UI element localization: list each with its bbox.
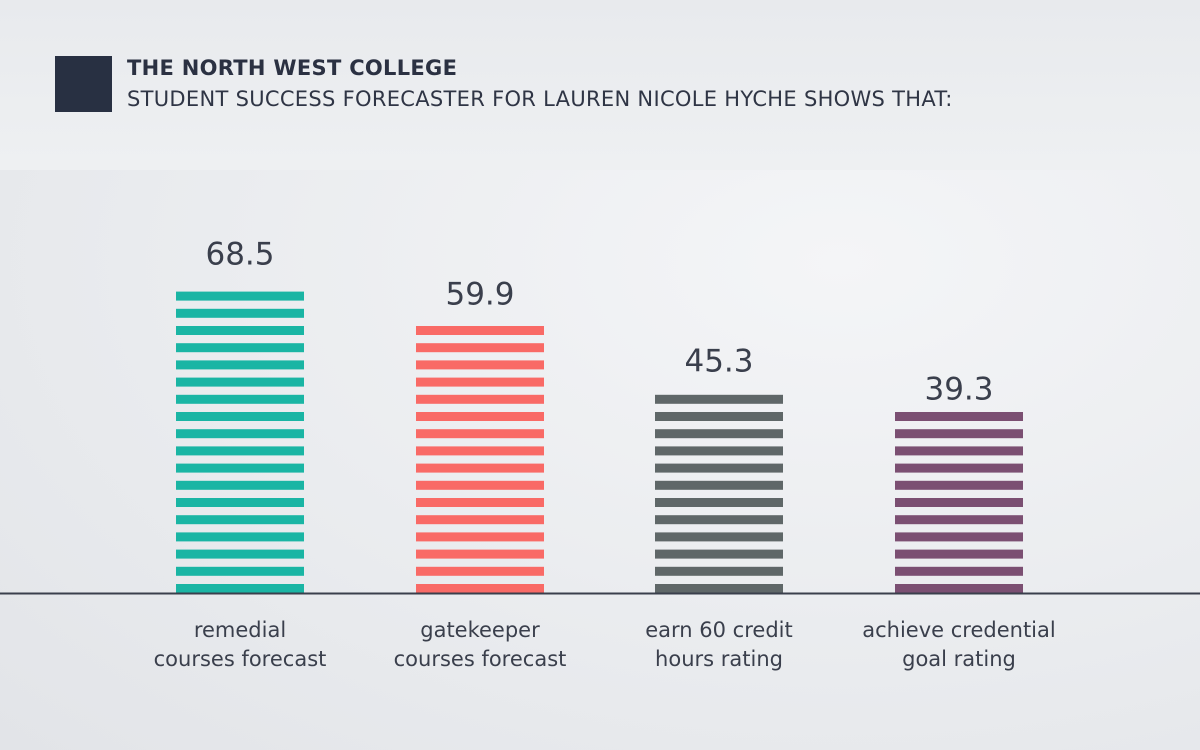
value-label: 45.3 — [684, 344, 753, 380]
logo-square — [55, 56, 112, 112]
bar-stripe — [176, 480, 304, 490]
bar-stripe — [176, 412, 304, 421]
bar-stripe — [176, 326, 304, 335]
value-label: 59.9 — [445, 276, 514, 312]
bar-stripe — [655, 515, 783, 525]
bar-stripe — [895, 498, 1023, 507]
bar-stripe — [416, 566, 544, 576]
bar-stripe — [655, 480, 783, 490]
bar-stripe — [655, 463, 783, 473]
bar-stripe — [416, 360, 544, 370]
bar-stripe — [895, 429, 1023, 439]
bar-stripe — [416, 584, 544, 593]
bar-stripe — [416, 412, 544, 421]
bar-stripe — [895, 532, 1023, 542]
bar-stripe — [655, 566, 783, 576]
bar-1 — [176, 291, 304, 593]
bar-stripe — [176, 446, 304, 456]
category-label: goal rating — [902, 647, 1016, 671]
bar-stripe — [416, 532, 544, 542]
bar-3 — [655, 394, 783, 593]
bar-stripe — [176, 549, 304, 559]
category-label: hours rating — [655, 647, 783, 671]
bar-stripe — [655, 532, 783, 542]
bar-stripe — [176, 377, 304, 387]
bar-stripe — [176, 308, 304, 318]
bar-stripe — [176, 394, 304, 404]
bar-stripe — [655, 429, 783, 439]
bar-stripe — [176, 515, 304, 525]
value-label: 39.3 — [924, 371, 993, 407]
category-label: courses forecast — [394, 647, 567, 671]
chart-title: THE NORTH WEST COLLEGE — [127, 56, 458, 80]
bar-stripe — [416, 515, 544, 525]
bar-stripe — [176, 343, 304, 353]
value-label: 68.5 — [205, 237, 274, 273]
bar-stripe — [416, 480, 544, 490]
bar-stripe — [655, 584, 783, 593]
bar-stripe — [416, 394, 544, 404]
bar-stripe — [895, 549, 1023, 559]
bar-stripe — [416, 377, 544, 387]
bar-stripe — [416, 549, 544, 559]
header-band — [0, 0, 1200, 170]
category-label: achieve credential — [862, 618, 1055, 642]
bar-stripe — [176, 360, 304, 370]
bar-stripe — [416, 463, 544, 473]
bar-stripe — [176, 532, 304, 542]
bar-stripe — [895, 584, 1023, 593]
bar-stripe — [416, 498, 544, 507]
category-label: courses forecast — [154, 647, 327, 671]
bar-stripe — [176, 566, 304, 576]
bar-stripe — [176, 291, 304, 301]
bar-stripe — [895, 480, 1023, 490]
bar-stripe — [416, 429, 544, 439]
bar-stripe — [895, 463, 1023, 473]
category-label: gatekeeper — [420, 618, 540, 642]
bar-stripe — [416, 446, 544, 456]
bar-stripe — [655, 498, 783, 507]
bar-stripe — [416, 326, 544, 335]
category-label: earn 60 credit — [645, 618, 792, 642]
bar-stripe — [655, 412, 783, 421]
bar-stripe — [416, 343, 544, 353]
bar-4 — [895, 412, 1023, 593]
bar-stripe — [895, 515, 1023, 525]
bar-stripe — [655, 446, 783, 456]
chart-subtitle: STUDENT SUCCESS FORECASTER FOR LAUREN NI… — [127, 87, 953, 111]
category-label: remedial — [194, 618, 286, 642]
bar-stripe — [655, 394, 783, 404]
bar-stripe — [176, 498, 304, 507]
bar-stripe — [176, 463, 304, 473]
bar-2 — [416, 326, 544, 593]
bar-stripe — [895, 566, 1023, 576]
bar-stripe — [176, 584, 304, 593]
bar-stripe — [895, 412, 1023, 421]
bar-stripe — [655, 549, 783, 559]
bar-stripe — [895, 446, 1023, 456]
bar-stripe — [176, 429, 304, 439]
